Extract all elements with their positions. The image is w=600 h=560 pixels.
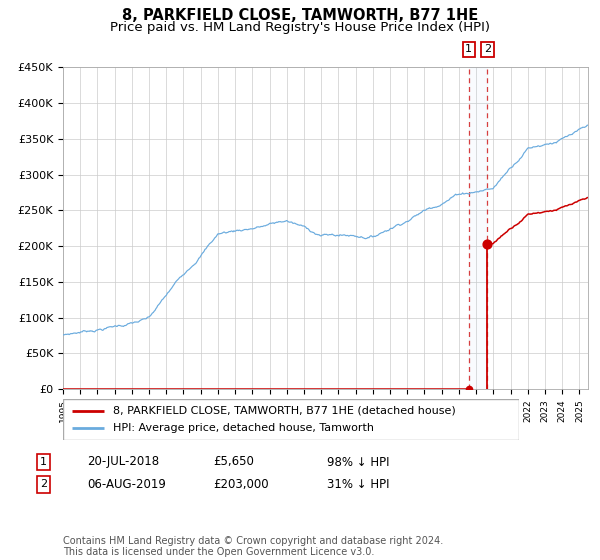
Text: 1: 1: [466, 44, 472, 54]
Text: 06-AUG-2019: 06-AUG-2019: [87, 478, 166, 491]
Text: 98% ↓ HPI: 98% ↓ HPI: [327, 455, 389, 469]
Text: £5,650: £5,650: [213, 455, 254, 469]
Text: Contains HM Land Registry data © Crown copyright and database right 2024.
This d: Contains HM Land Registry data © Crown c…: [63, 535, 443, 557]
Text: 31% ↓ HPI: 31% ↓ HPI: [327, 478, 389, 491]
Bar: [469, 67, 487, 389]
Text: 20-JUL-2018: 20-JUL-2018: [87, 455, 159, 469]
Text: £203,000: £203,000: [213, 478, 269, 491]
Text: HPI: Average price, detached house, Tamworth: HPI: Average price, detached house, Tamw…: [113, 423, 374, 433]
Text: 1: 1: [40, 457, 47, 467]
Point: [482, 240, 492, 249]
Text: 2: 2: [40, 479, 47, 489]
Text: 8, PARKFIELD CLOSE, TAMWORTH, B77 1HE: 8, PARKFIELD CLOSE, TAMWORTH, B77 1HE: [122, 8, 478, 24]
Text: 8, PARKFIELD CLOSE, TAMWORTH, B77 1HE (detached house): 8, PARKFIELD CLOSE, TAMWORTH, B77 1HE (d…: [113, 405, 456, 416]
Text: 2: 2: [484, 44, 491, 54]
Point: [464, 385, 473, 394]
Text: Price paid vs. HM Land Registry's House Price Index (HPI): Price paid vs. HM Land Registry's House …: [110, 21, 490, 34]
FancyBboxPatch shape: [63, 399, 519, 440]
